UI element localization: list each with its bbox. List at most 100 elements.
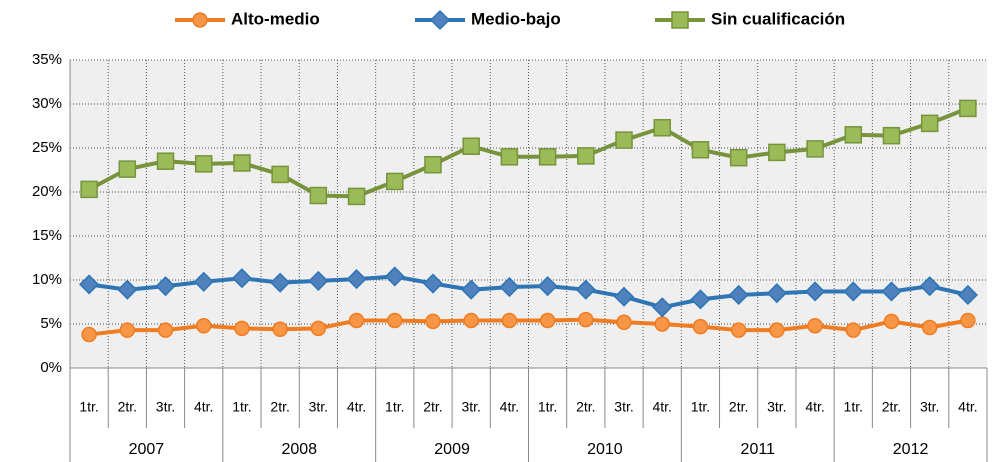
point — [119, 322, 136, 338]
point — [575, 279, 596, 300]
point — [463, 312, 479, 329]
point — [883, 313, 900, 330]
point — [616, 314, 632, 330]
x-tick-label: 4tr. — [652, 399, 671, 415]
x-tick-label: 3tr. — [309, 399, 328, 415]
point — [537, 276, 558, 297]
point — [921, 319, 938, 336]
point — [425, 313, 441, 330]
x-tick-label: 2tr. — [270, 399, 289, 415]
x-tick-label: 1tr. — [691, 399, 710, 415]
point — [691, 141, 710, 159]
legend-marker — [192, 12, 208, 28]
point — [577, 147, 595, 165]
y-tick-label: 5% — [40, 315, 62, 332]
point — [500, 148, 519, 166]
point — [843, 281, 864, 302]
legend-label: Sin cualificación — [711, 9, 845, 28]
point — [692, 318, 709, 335]
point — [729, 148, 748, 167]
point — [844, 126, 863, 144]
legend-label: Medio-bajo — [471, 9, 561, 28]
point — [272, 321, 288, 338]
point — [117, 279, 138, 300]
x-tick-label: 3tr. — [461, 399, 480, 415]
point — [613, 286, 635, 307]
point — [384, 266, 405, 287]
x-tick-label: 2tr. — [118, 399, 137, 415]
point — [538, 148, 557, 166]
point — [118, 160, 137, 178]
point — [728, 284, 749, 306]
point — [194, 155, 213, 173]
year-label: 2008 — [281, 441, 317, 458]
x-tick-label: 1tr. — [385, 399, 404, 415]
point — [501, 312, 518, 329]
point — [157, 322, 174, 338]
point — [346, 269, 367, 290]
point — [652, 297, 673, 318]
point — [578, 311, 594, 328]
point — [807, 318, 823, 334]
point — [920, 114, 939, 133]
x-tick-label: 3tr. — [767, 399, 786, 415]
point — [499, 276, 520, 298]
point — [654, 316, 670, 332]
x-tick-label: 4tr. — [958, 399, 977, 415]
point — [156, 152, 175, 170]
point — [79, 274, 100, 295]
point — [387, 312, 403, 329]
point — [422, 273, 444, 294]
point — [347, 187, 366, 206]
point — [960, 312, 976, 329]
point — [806, 140, 824, 158]
year-label: 2007 — [129, 441, 165, 458]
point — [766, 283, 787, 304]
point — [539, 312, 556, 329]
x-tick-label: 2tr. — [423, 399, 442, 415]
x-tick-label: 1tr. — [538, 399, 557, 415]
point — [957, 284, 978, 306]
point — [310, 320, 327, 337]
y-tick-label: 25% — [32, 139, 62, 156]
x-tick-label: 4tr. — [347, 399, 366, 415]
point — [615, 131, 633, 149]
point — [461, 279, 482, 300]
x-tick-label: 2tr. — [729, 399, 748, 415]
point — [348, 312, 365, 329]
x-tick-label: 2tr. — [882, 399, 901, 415]
point — [308, 270, 329, 291]
point — [462, 137, 480, 155]
year-label: 2012 — [893, 441, 929, 458]
point — [195, 318, 212, 334]
y-tick-label: 30% — [32, 95, 62, 112]
point — [730, 322, 747, 338]
point — [231, 268, 252, 289]
point — [309, 186, 328, 205]
point — [155, 276, 176, 297]
x-tick-label: 1tr. — [79, 399, 98, 415]
x-tick-label: 2tr. — [576, 399, 595, 415]
y-tick-label: 0% — [40, 359, 62, 376]
point — [653, 119, 671, 137]
point — [881, 281, 902, 302]
year-label: 2010 — [587, 441, 623, 458]
point — [80, 180, 98, 199]
x-tick-label: 3tr. — [920, 399, 939, 415]
legend-marker — [671, 11, 689, 29]
year-label: 2011 — [741, 441, 776, 458]
point — [768, 143, 786, 162]
x-tick-label: 4tr. — [500, 399, 519, 415]
point — [234, 320, 250, 337]
point — [81, 326, 97, 343]
x-tick-label: 3tr. — [614, 399, 633, 415]
x-tick-label: 1tr. — [844, 399, 863, 415]
point — [882, 126, 901, 145]
x-tick-label: 4tr. — [194, 399, 213, 415]
x-tick-label: 1tr. — [232, 399, 251, 415]
point — [959, 99, 977, 118]
point — [424, 155, 442, 174]
point — [690, 289, 711, 310]
legend-label: Alto-medio — [231, 9, 320, 28]
